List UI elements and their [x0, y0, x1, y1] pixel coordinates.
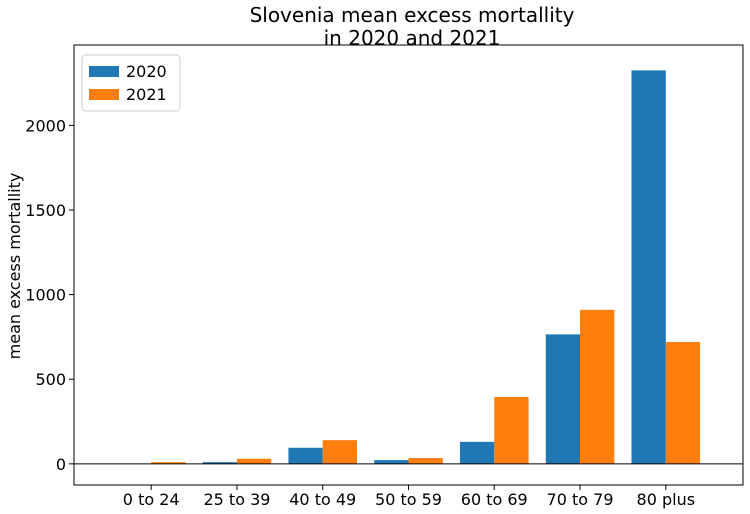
legend: 2020 2021: [81, 54, 181, 112]
bar-2021-6: [665, 342, 701, 464]
x-tick-label: 25 to 39: [203, 490, 270, 509]
bar-2021-1: [236, 458, 272, 464]
bar-2020-1: [202, 462, 237, 464]
bar-2020-4: [459, 441, 495, 464]
legend-swatch-2020: [89, 66, 119, 77]
y-axis-ticks: 0 500 1000 1500 2000: [25, 116, 74, 474]
x-tick-label: 60 to 69: [461, 490, 528, 509]
bar-2020-2: [288, 447, 323, 464]
y-tick-label: 1000: [25, 286, 66, 305]
bar-2021-5: [580, 309, 615, 464]
y-tick-label: 500: [35, 370, 66, 389]
bar-2021-4: [494, 397, 529, 464]
x-tick-label: 40 to 49: [289, 490, 356, 509]
x-axis-ticks: 0 to 24 25 to 39 40 to 49 50 to 59 60 to 69 7…: [123, 485, 695, 509]
bar-2020-5: [545, 334, 581, 464]
bar-2021-2: [322, 440, 358, 464]
y-tick-label: 0: [56, 455, 66, 474]
bar-2021-3: [408, 457, 443, 464]
legend-swatch-2021: [89, 89, 119, 100]
x-tick-label: 80 plus: [637, 490, 696, 509]
bar-2020-3: [374, 460, 409, 464]
chart-title-line-2: in 2020 and 2021: [324, 26, 501, 50]
bar-2021-0: [151, 462, 186, 464]
chart-title-line-1: Slovenia mean excess mortallity: [250, 3, 575, 27]
x-tick-label: 50 to 59: [375, 490, 442, 509]
y-axis-label: mean excess mortallity: [5, 173, 24, 360]
legend-label-2020: 2020: [126, 62, 167, 81]
y-tick-label: 1500: [25, 201, 66, 220]
legend-label-2021: 2021: [126, 85, 167, 104]
bars-layer: [151, 70, 701, 464]
chart-title: Slovenia mean excess mortallity in 2020 …: [250, 3, 575, 50]
bar-2020-6: [631, 70, 666, 464]
y-tick-label: 2000: [25, 116, 66, 135]
x-tick-label: 70 to 79: [547, 490, 614, 509]
x-tick-label: 0 to 24: [123, 490, 180, 509]
